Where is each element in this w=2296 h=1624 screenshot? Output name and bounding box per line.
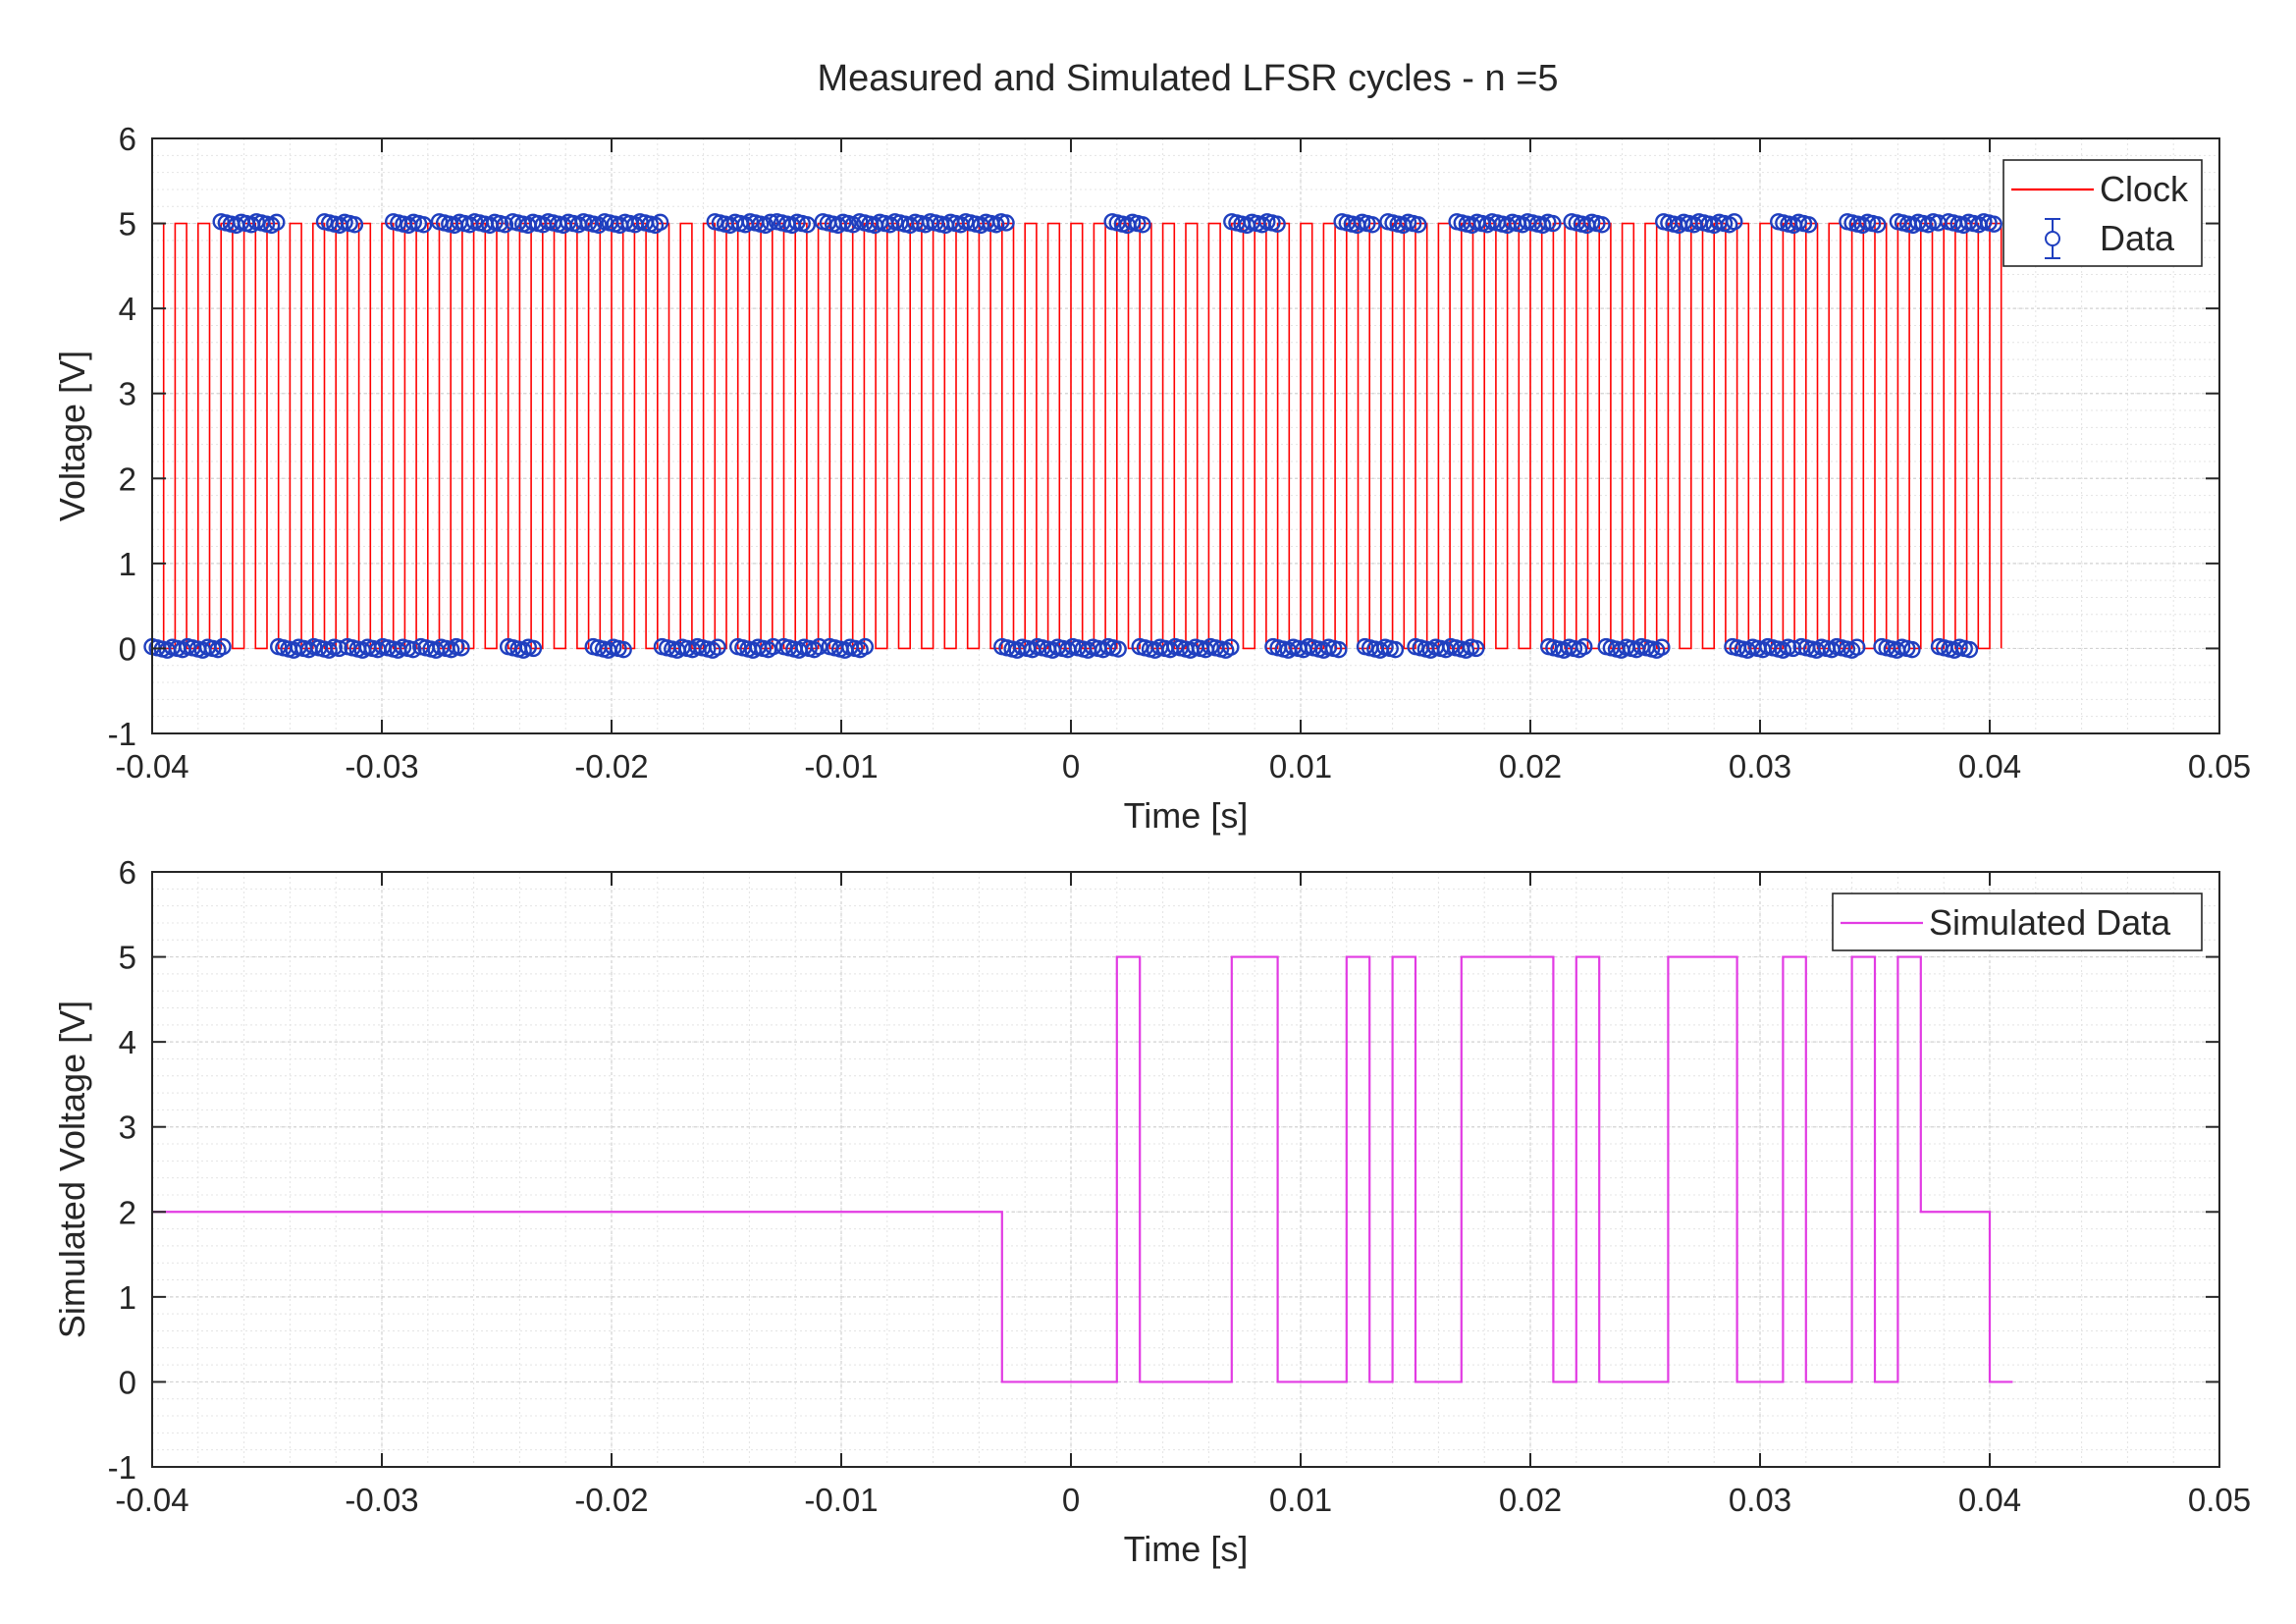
y-tick-label: 1 <box>119 546 136 582</box>
data-point <box>1848 638 1866 656</box>
data-point <box>346 216 364 234</box>
x-axis-label: Time [s] <box>1124 1529 1249 1569</box>
top-plot-area: -0.04 -0.03 -0.02 -0.01 0 0.01 0.02 0.03 0.04 0.0… <box>52 121 2251 836</box>
data-point <box>798 216 817 234</box>
data-point <box>1268 215 1286 233</box>
data-point <box>1593 216 1611 234</box>
y-tick-label: 5 <box>119 940 136 976</box>
x-tick-label: 0.04 <box>1958 748 2021 785</box>
x-tick-label: -0.02 <box>574 1482 648 1518</box>
y-tick-label: -1 <box>108 1449 136 1486</box>
x-tick-label: 0.01 <box>1269 748 1332 785</box>
legend-label: Clock <box>2100 169 2189 209</box>
data-point <box>856 637 875 656</box>
data-point <box>1363 216 1381 234</box>
x-tick-label: -0.03 <box>345 748 418 785</box>
data-point <box>1869 216 1887 234</box>
data-point <box>1109 640 1127 658</box>
data-point <box>1330 640 1348 659</box>
data-point <box>1544 214 1562 233</box>
figure-title: Measured and Simulated LFSR cycles - n =… <box>817 58 1558 99</box>
data-point <box>1960 640 1979 659</box>
y-tick-label: 6 <box>119 121 136 157</box>
y-tick-label: -1 <box>108 716 136 752</box>
clock-series <box>152 222 2002 650</box>
legend-label: Simulated Data <box>1929 902 2171 943</box>
data-point <box>524 639 543 658</box>
data-point <box>1903 640 1921 659</box>
data-point <box>1726 213 1743 231</box>
data-point <box>1985 215 2002 233</box>
y-tick-label: 1 <box>119 1279 136 1316</box>
legend-box <box>2002 159 2203 267</box>
legend-label: Data <box>2100 218 2175 258</box>
x-tick-label: 0 <box>1062 1482 1080 1518</box>
data-point <box>614 640 632 659</box>
data-point <box>997 214 1015 232</box>
y-tick-label: 2 <box>119 460 136 497</box>
plot-background <box>152 872 2219 1467</box>
y-tick-label: 6 <box>119 854 136 891</box>
y-tick-label: 4 <box>119 291 136 327</box>
data-point <box>1410 216 1427 234</box>
x-axis-label: Time [s] <box>1124 795 1249 836</box>
x-tick-label: 0.05 <box>2188 1482 2251 1518</box>
x-tick-label: -0.02 <box>574 748 648 785</box>
data-point <box>709 638 726 656</box>
data-point <box>1386 640 1405 659</box>
data-point <box>1468 639 1485 658</box>
x-tick-label: 0.02 <box>1499 748 1562 785</box>
x-tick-label: 0 <box>1062 748 1080 785</box>
x-tick-label: 0.01 <box>1269 1482 1332 1518</box>
bottom-plot-area: -0.04 -0.03 -0.02 -0.01 0 0.01 0.02 0.03 0.04 0.0… <box>52 854 2251 1569</box>
simulated-series <box>152 955 2013 1383</box>
x-tick-label: -0.01 <box>804 748 878 785</box>
data-point <box>1222 638 1240 656</box>
data-point <box>268 213 286 232</box>
data-point <box>651 213 669 232</box>
y-axis-label: Simulated Voltage [V] <box>52 1001 92 1338</box>
data-point <box>404 640 422 659</box>
legend-marker-icon <box>2045 231 2060 246</box>
x-tick-label: -0.03 <box>345 1482 418 1518</box>
y-tick-label: 3 <box>119 376 136 412</box>
data-point <box>330 639 348 658</box>
y-tick-label: 5 <box>119 206 136 243</box>
data-series <box>143 213 2002 659</box>
data-point <box>1575 637 1593 656</box>
x-tick-label: -0.04 <box>115 748 188 785</box>
y-tick-label: 0 <box>119 1364 136 1400</box>
x-tick-label: 0.02 <box>1499 1482 1562 1518</box>
x-tick-label: 0.05 <box>2188 748 2251 785</box>
y-axis-label: Voltage [V] <box>52 351 92 521</box>
data-point <box>214 637 232 656</box>
y-tick-label: 3 <box>119 1110 136 1146</box>
legend: Clock Data <box>2002 159 2203 267</box>
simulated-data-line <box>152 955 2013 1383</box>
axes-box <box>151 871 2220 1468</box>
x-tick-label: 0.03 <box>1729 1482 1791 1518</box>
data-point <box>414 216 433 234</box>
data-point <box>1784 639 1802 658</box>
axes-box <box>151 137 2220 734</box>
data-point <box>496 216 514 234</box>
data-point <box>453 639 470 657</box>
y-tick-label: 2 <box>119 1194 136 1230</box>
x-tick-label: 0.03 <box>1729 748 1791 785</box>
x-tick-label: 0.04 <box>1958 1482 2021 1518</box>
data-point <box>1134 216 1151 234</box>
y-tick-label: 0 <box>119 630 136 667</box>
data-point <box>762 213 779 232</box>
y-tick-label: 4 <box>119 1024 136 1060</box>
data-point <box>1653 638 1671 656</box>
clock-line <box>152 222 2002 650</box>
x-tick-label: -0.04 <box>115 1482 188 1518</box>
x-tick-label: -0.01 <box>804 1482 878 1518</box>
legend: Simulated Data <box>1832 893 2203 951</box>
data-point <box>1799 216 1818 234</box>
